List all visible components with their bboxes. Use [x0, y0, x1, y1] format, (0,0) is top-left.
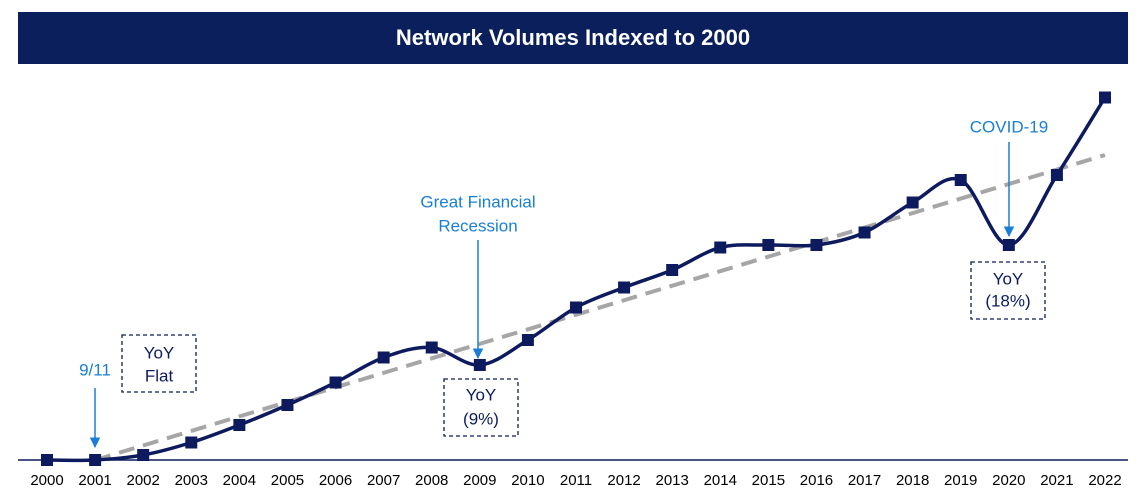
x-tick-label: 2002	[126, 472, 159, 489]
annotation-box	[970, 261, 1046, 320]
data-point	[377, 351, 390, 364]
data-point	[954, 174, 967, 186]
data-point	[137, 449, 150, 461]
x-tick-label: 2004	[223, 472, 256, 489]
x-tick-label: 2016	[800, 472, 833, 489]
data-point	[714, 241, 727, 254]
annotation-text: (9%)	[463, 409, 499, 428]
x-tick-label: 2009	[463, 472, 496, 489]
x-tick-label: 2017	[848, 472, 881, 489]
data-point	[473, 359, 486, 371]
x-tick-label: 2012	[607, 472, 640, 489]
data-point	[906, 196, 919, 209]
x-tick-label: 2014	[704, 472, 737, 489]
data-point	[618, 281, 631, 294]
x-tick-label: 2020	[992, 472, 1025, 489]
x-tick-label: 2010	[511, 472, 544, 489]
data-point	[521, 334, 534, 346]
annotation-text: Flat	[145, 366, 174, 385]
data-point	[1002, 239, 1015, 251]
annotation-text: Recession	[438, 216, 517, 235]
data-line	[46, 96, 1107, 463]
data-point	[185, 436, 198, 449]
annotation-text: Great Financial	[420, 192, 535, 211]
annotation-text: COVID-19	[970, 117, 1048, 136]
annotation-box	[121, 334, 197, 393]
data-point	[329, 376, 342, 389]
x-tick-label: 2001	[78, 472, 111, 489]
trend-line	[94, 153, 1106, 462]
x-tick-label: 2011	[560, 472, 592, 489]
x-tick-label: 2015	[752, 472, 785, 489]
data-point	[425, 341, 438, 354]
x-tick-label: 2000	[30, 472, 63, 489]
x-tick-label: 2022	[1088, 472, 1121, 489]
data-point	[41, 454, 53, 466]
annotation-text: YoY	[993, 269, 1024, 288]
chart-title: Network Volumes Indexed to 2000	[396, 25, 750, 50]
x-tick-label: 2018	[896, 472, 929, 489]
x-tick-label: 2005	[271, 472, 304, 489]
x-tick-label: 2021	[1040, 472, 1073, 489]
x-tick-label: 2003	[175, 472, 208, 489]
annotation-text: 9/11	[79, 360, 111, 379]
data-point	[89, 454, 102, 466]
data-point	[810, 239, 823, 251]
x-tick-label: 2008	[415, 472, 448, 489]
data-point	[233, 419, 246, 431]
data-point	[1099, 91, 1111, 104]
data-point	[762, 239, 775, 251]
annotation-text: (18%)	[985, 291, 1030, 310]
x-tick-label: 2007	[367, 472, 400, 489]
data-point	[666, 264, 679, 276]
data-point	[570, 301, 582, 314]
annotation-text: YoY	[466, 385, 497, 404]
x-tick-label: 2013	[655, 472, 688, 489]
x-tick-label: 2019	[944, 472, 977, 489]
x-tick-label: 2006	[319, 472, 352, 489]
title-bar	[18, 12, 1128, 64]
data-point	[858, 226, 871, 239]
data-point	[1050, 169, 1063, 181]
data-point	[281, 399, 294, 411]
annotation-box	[443, 378, 519, 437]
annotation-text: YoY	[144, 343, 175, 362]
